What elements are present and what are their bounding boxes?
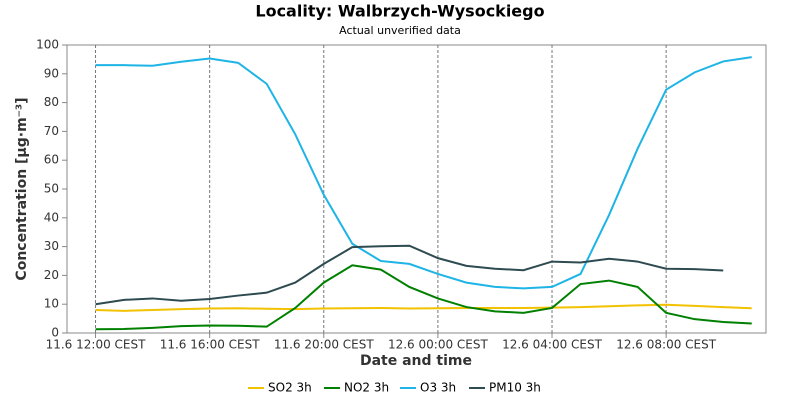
y-tick-label: 40 xyxy=(44,210,59,224)
series-line xyxy=(95,264,752,331)
series-line xyxy=(95,244,724,306)
legend-label: SO2 3h xyxy=(268,381,312,395)
legend-label: O3 3h xyxy=(420,381,456,395)
y-axis-label: Concentration [µg·m⁻³] xyxy=(14,97,30,280)
x-tick-label: 12.6 00:00 CEST xyxy=(388,338,489,352)
series-line xyxy=(95,303,752,312)
chart-subtitle: Actual unverified data xyxy=(339,24,461,37)
y-tick-label: 90 xyxy=(44,66,59,80)
legend-label: PM10 3h xyxy=(489,381,541,395)
series-line xyxy=(95,56,752,290)
legend-label: NO2 3h xyxy=(344,381,389,395)
x-tick-label: 11.6 16:00 CEST xyxy=(160,338,261,352)
x-axis-label: Date and time xyxy=(360,353,472,369)
y-tick-label: 60 xyxy=(44,153,59,167)
y-tick-label: 10 xyxy=(44,297,59,311)
y-tick-label: 0 xyxy=(51,326,59,340)
x-tick-label: 11.6 20:00 CEST xyxy=(274,338,375,352)
y-tick-label: 30 xyxy=(44,239,59,253)
y-tick-label: 100 xyxy=(36,38,59,52)
x-tick-label: 11.6 12:00 CEST xyxy=(46,338,147,352)
y-tick-label: 50 xyxy=(44,182,59,196)
x-tick-label: 12.6 08:00 CEST xyxy=(616,338,717,352)
x-tick-label: 12.6 04:00 CEST xyxy=(502,338,603,352)
chart-title: Locality: Walbrzych-Wysockiego xyxy=(255,2,544,21)
y-tick-label: 20 xyxy=(44,268,59,282)
y-tick-label: 70 xyxy=(44,124,59,138)
y-tick-label: 80 xyxy=(44,95,59,109)
